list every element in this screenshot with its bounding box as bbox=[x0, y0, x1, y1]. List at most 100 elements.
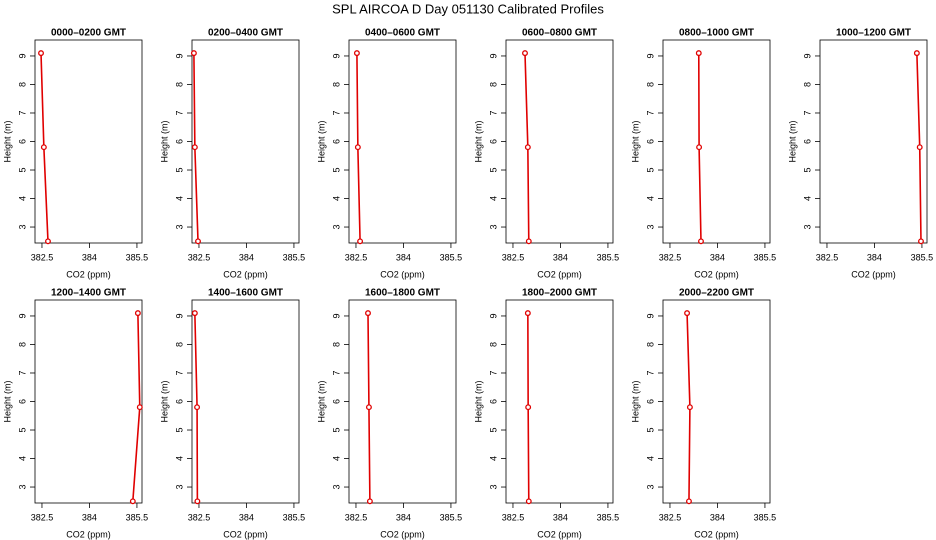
y-tick-label: 8 bbox=[17, 82, 27, 87]
x-tick-label: 382.5 bbox=[345, 512, 368, 522]
panel-title: 1800–2000 GMT bbox=[522, 288, 597, 299]
data-point bbox=[365, 310, 371, 317]
y-axis-label: Height (m) bbox=[316, 120, 326, 162]
y-tick-label: 7 bbox=[645, 110, 655, 115]
x-tick-label: 384 bbox=[82, 252, 97, 262]
x-axis-label: CO2 (ppm) bbox=[851, 269, 896, 279]
y-tick-label: 9 bbox=[17, 313, 27, 318]
x-tick-label: 385.5 bbox=[911, 252, 934, 262]
x-tick-label: 385.5 bbox=[597, 252, 620, 262]
x-axis-label: CO2 (ppm) bbox=[380, 529, 425, 539]
y-tick-label: 3 bbox=[331, 485, 341, 490]
x-tick-label: 384 bbox=[867, 252, 882, 262]
data-point bbox=[354, 144, 361, 151]
y-tick-label: 8 bbox=[174, 342, 184, 347]
x-tick-label: 382.5 bbox=[816, 252, 839, 262]
x-tick-label: 385.5 bbox=[754, 512, 777, 522]
x-tick-label: 385.5 bbox=[126, 512, 149, 522]
data-point bbox=[366, 498, 373, 505]
y-tick-label: 7 bbox=[331, 110, 341, 115]
y-tick-label: 5 bbox=[17, 168, 27, 173]
y-tick-label: 8 bbox=[331, 82, 341, 87]
y-axis-label: Height (m) bbox=[473, 120, 483, 162]
y-tick-label: 5 bbox=[488, 428, 498, 433]
y-axis-label: Height (m) bbox=[2, 120, 12, 162]
y-tick-label: 5 bbox=[645, 428, 655, 433]
x-tick-label: 382.5 bbox=[659, 252, 682, 262]
y-tick-label: 6 bbox=[802, 139, 812, 144]
data-point bbox=[695, 50, 702, 57]
x-tick-label: 382.5 bbox=[31, 512, 54, 522]
y-tick-label: 9 bbox=[174, 53, 184, 58]
y-tick-label: 3 bbox=[331, 225, 341, 230]
y-tick-label: 3 bbox=[645, 225, 655, 230]
x-tick-label: 382.5 bbox=[345, 252, 368, 262]
y-tick-label: 8 bbox=[645, 82, 655, 87]
y-tick-label: 5 bbox=[645, 168, 655, 173]
x-tick-label: 385.5 bbox=[440, 512, 463, 522]
y-tick-label: 3 bbox=[488, 225, 498, 230]
plot-frame bbox=[662, 39, 771, 244]
y-tick-label: 5 bbox=[331, 428, 341, 433]
x-axis-label: CO2 (ppm) bbox=[380, 269, 425, 279]
y-tick-label: 7 bbox=[645, 370, 655, 375]
data-point bbox=[357, 238, 364, 245]
y-tick-label: 8 bbox=[802, 82, 812, 87]
data-point bbox=[191, 144, 198, 151]
data-point bbox=[525, 404, 532, 411]
y-tick-label: 9 bbox=[488, 53, 498, 58]
data-point bbox=[194, 498, 201, 505]
y-tick-label: 6 bbox=[17, 399, 27, 404]
data-point bbox=[684, 310, 691, 317]
data-point bbox=[136, 404, 143, 411]
data-point bbox=[524, 144, 531, 151]
y-tick-label: 5 bbox=[174, 168, 184, 173]
y-tick-label: 5 bbox=[17, 428, 27, 433]
x-axis-label: CO2 (ppm) bbox=[694, 529, 739, 539]
y-tick-label: 9 bbox=[174, 313, 184, 318]
figure-title: SPL AIRCOA D Day 051130 Calibrated Profi… bbox=[332, 1, 604, 16]
y-tick-label: 7 bbox=[331, 370, 341, 375]
plot-frame bbox=[191, 299, 300, 504]
plot-frame bbox=[505, 39, 614, 244]
data-point bbox=[916, 144, 923, 151]
y-tick-label: 7 bbox=[174, 370, 184, 375]
x-axis-label: CO2 (ppm) bbox=[537, 269, 582, 279]
plot-frame bbox=[191, 39, 300, 244]
plot-frame bbox=[662, 299, 771, 504]
y-tick-label: 5 bbox=[488, 168, 498, 173]
x-tick-label: 384 bbox=[710, 252, 725, 262]
x-tick-label: 384 bbox=[396, 512, 411, 522]
y-tick-label: 4 bbox=[331, 456, 341, 461]
data-point bbox=[918, 238, 924, 245]
x-tick-label: 382.5 bbox=[188, 512, 211, 522]
panel-title: 0400–0600 GMT bbox=[365, 28, 440, 39]
plot-frame bbox=[348, 299, 457, 504]
data-point bbox=[698, 238, 704, 245]
plot-frame bbox=[348, 39, 457, 244]
y-tick-label: 6 bbox=[174, 139, 184, 144]
x-tick-label: 385.5 bbox=[126, 252, 149, 262]
data-point bbox=[195, 238, 201, 245]
y-tick-label: 4 bbox=[331, 196, 341, 201]
y-tick-label: 8 bbox=[174, 82, 184, 87]
y-tick-label: 6 bbox=[331, 399, 341, 404]
data-point bbox=[525, 238, 532, 245]
x-tick-label: 382.5 bbox=[502, 512, 525, 522]
y-tick-label: 9 bbox=[331, 53, 341, 58]
y-tick-label: 7 bbox=[488, 370, 498, 375]
y-tick-label: 6 bbox=[488, 139, 498, 144]
data-point bbox=[353, 50, 360, 57]
x-tick-label: 384 bbox=[710, 512, 725, 522]
y-axis-label: Height (m) bbox=[630, 380, 640, 422]
plot-frame bbox=[505, 299, 614, 504]
y-tick-label: 9 bbox=[802, 53, 812, 58]
data-point bbox=[45, 238, 51, 245]
data-point bbox=[913, 50, 920, 57]
y-tick-label: 3 bbox=[17, 485, 27, 490]
y-tick-label: 8 bbox=[645, 342, 655, 347]
y-tick-label: 5 bbox=[174, 428, 184, 433]
y-tick-label: 4 bbox=[17, 456, 27, 461]
y-tick-label: 9 bbox=[645, 53, 655, 58]
y-tick-label: 6 bbox=[331, 139, 341, 144]
